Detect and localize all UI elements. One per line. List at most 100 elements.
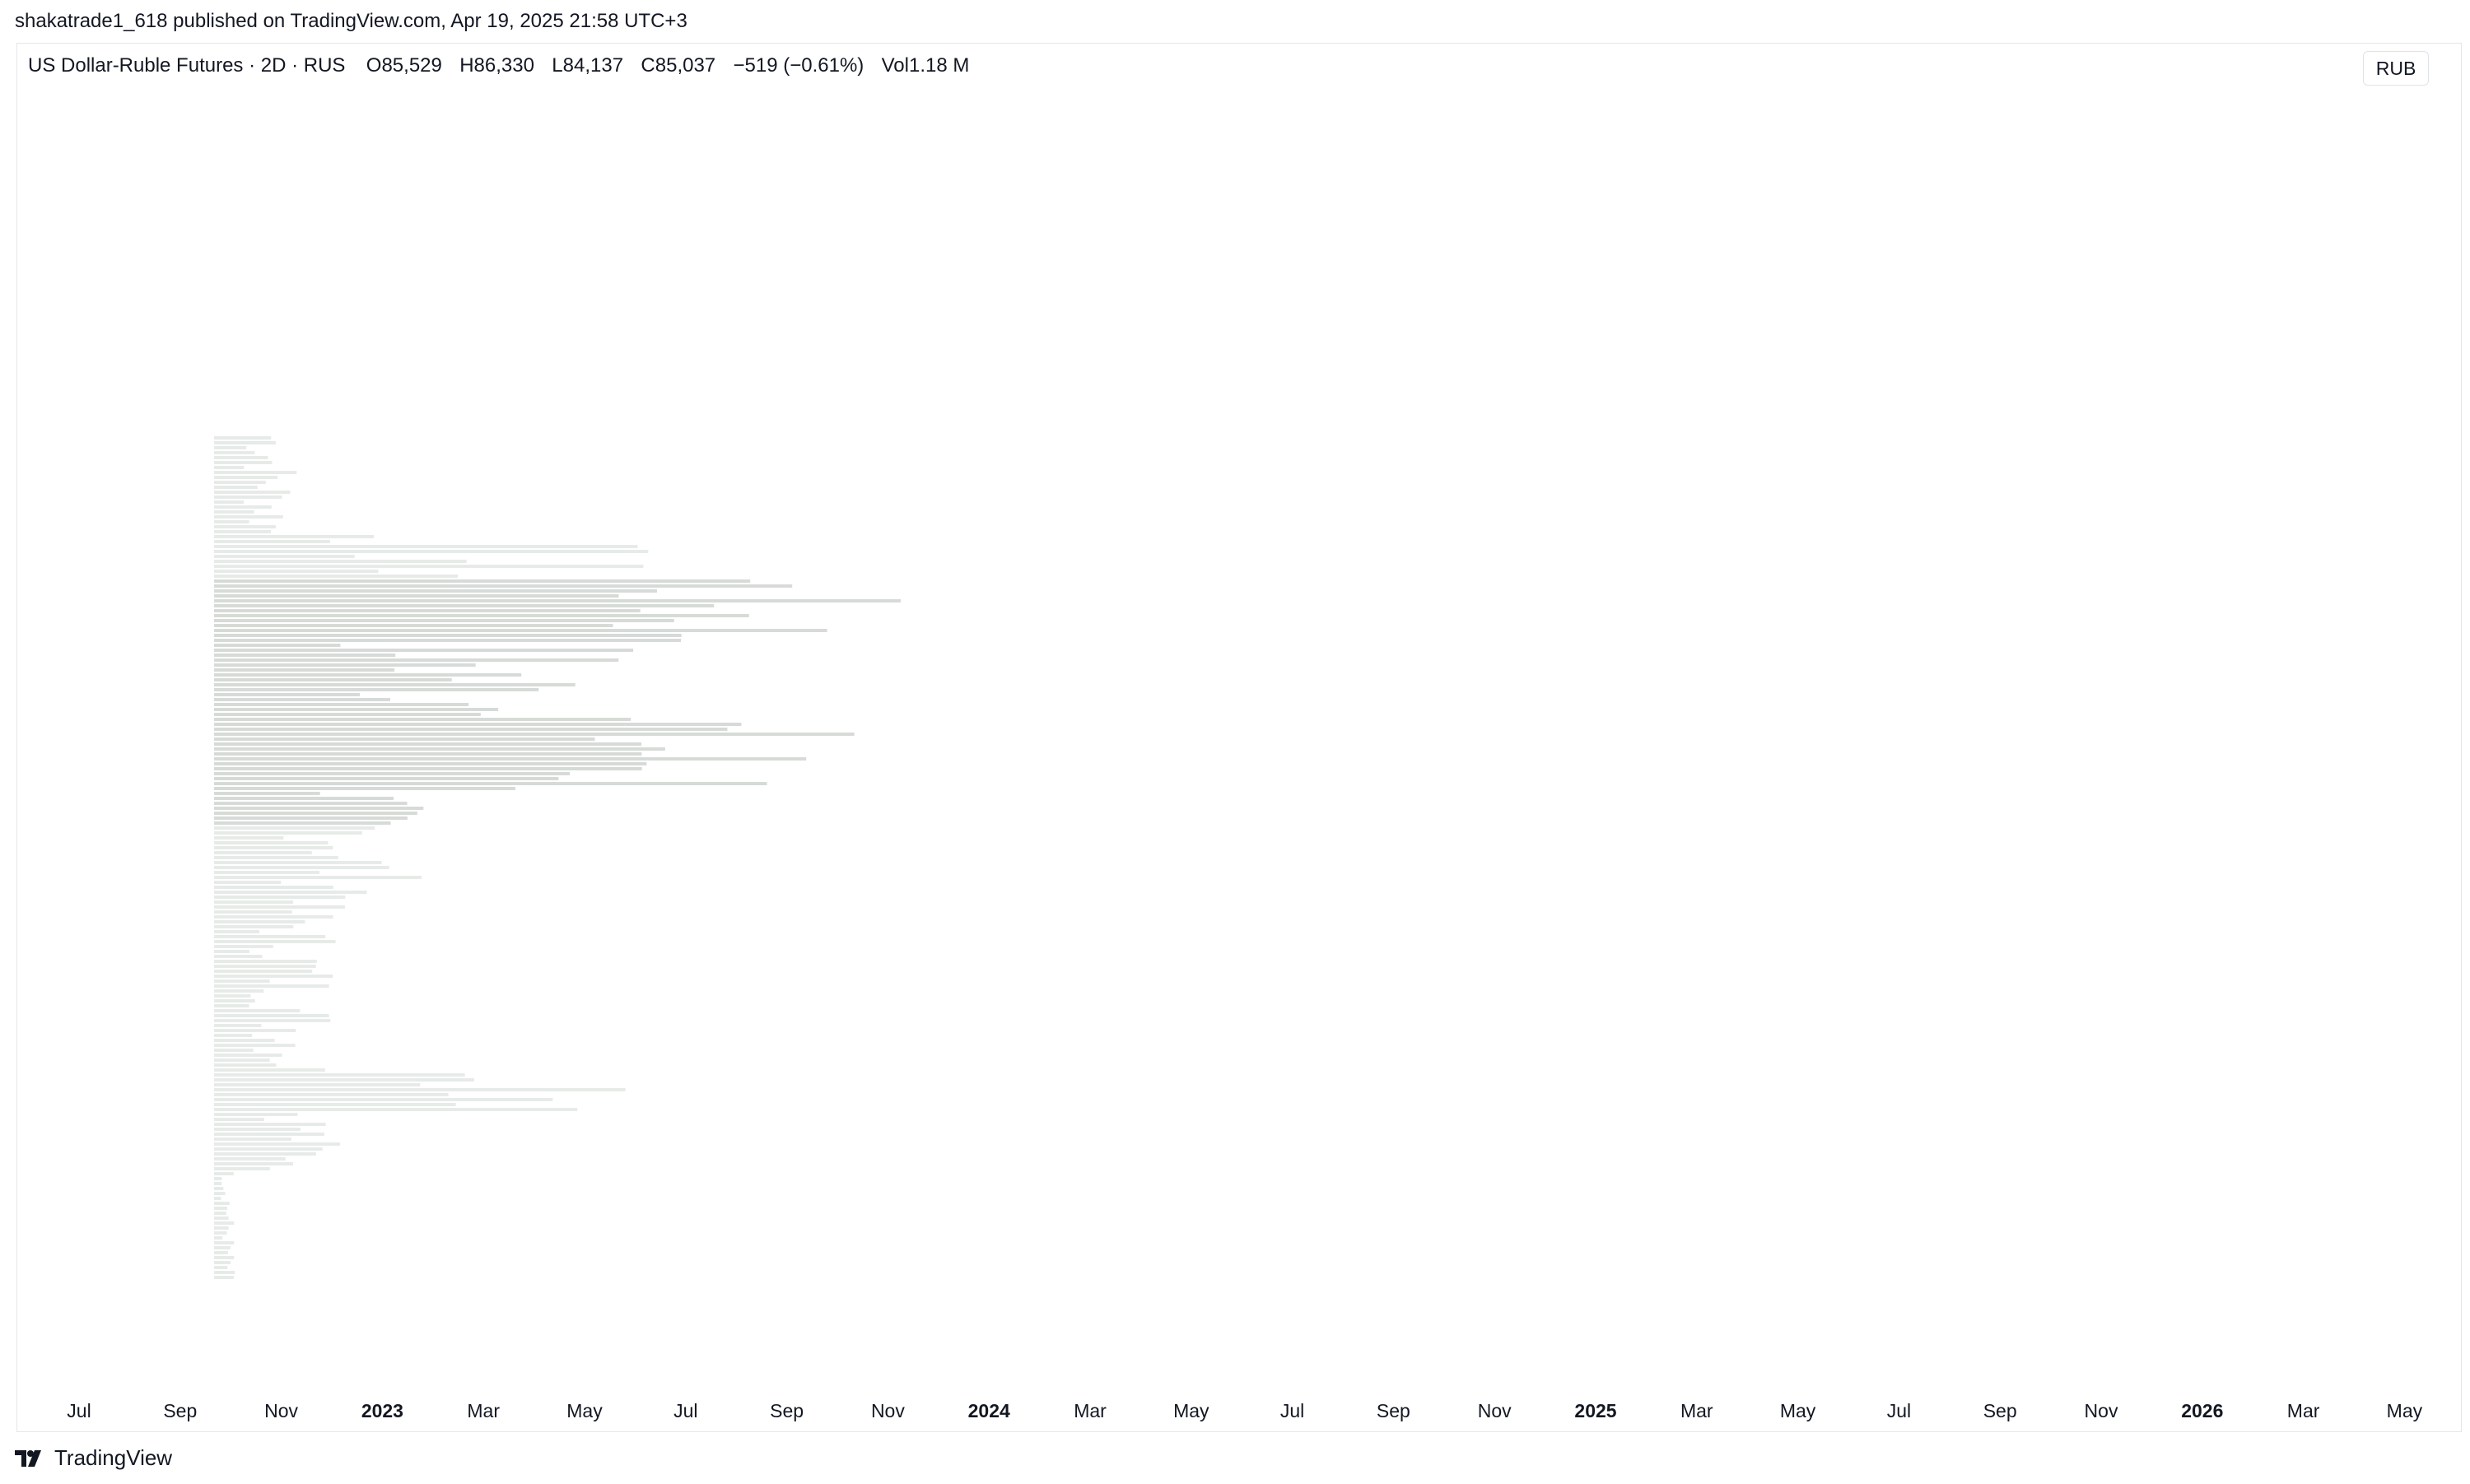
volume-profile-bar (214, 1019, 331, 1022)
volume-profile-bar (214, 1202, 230, 1205)
volume-profile-bar (214, 757, 807, 761)
volume-profile-bar (214, 1221, 235, 1225)
volume-profile-bar (214, 994, 251, 998)
volume-profile-bar (214, 663, 476, 667)
x-tick-label: Sep (1983, 1400, 2017, 1421)
x-tick-label: Nov (2085, 1400, 2118, 1421)
x-tick-label: Sep (1377, 1400, 1410, 1421)
volume-profile-bar (214, 772, 571, 775)
volume-profile-bar (214, 1044, 296, 1047)
volume-profile-bar (214, 658, 619, 662)
volume-profile-bar (214, 945, 273, 948)
volume-profile-bar (214, 797, 394, 800)
volume-profile-bar (214, 989, 264, 993)
volume-profile-bar (214, 975, 333, 978)
volume-profile-bar (214, 900, 294, 904)
volume-profile-bar (214, 1226, 229, 1230)
volume-profile-bar (214, 634, 682, 637)
volume-profile-bar (214, 742, 642, 746)
volume-profile-bar (214, 476, 278, 479)
volume-profile-bar (214, 1142, 341, 1146)
currency-button[interactable]: RUB (2363, 51, 2429, 86)
volume-profile-bar (214, 481, 266, 484)
volume-profile-bar (214, 1108, 578, 1111)
volume-profile-bar (214, 782, 767, 785)
volume-profile-bar (214, 836, 284, 840)
volume-profile-bar (214, 787, 515, 790)
volume-profile-bar (214, 441, 276, 444)
x-tick-label: Jul (1887, 1400, 1911, 1421)
volume-profile-bar (214, 891, 367, 894)
volume-profile-bar (214, 486, 258, 489)
volume-profile-bar (214, 999, 255, 1003)
volume-profile-bar (214, 821, 391, 825)
volume-value: 1.18 M (909, 54, 970, 77)
volume-profile-bar (214, 1182, 222, 1185)
volume-profile-bar (214, 920, 305, 923)
volume-profile-bar (214, 876, 422, 879)
volume-profile-bar (214, 910, 292, 914)
volume-profile-bar (214, 713, 481, 716)
volume-profile-bar (214, 495, 282, 499)
volume-profile-bar (214, 1078, 474, 1082)
volume-profile-bar (214, 1103, 456, 1106)
volume-profile-bar (214, 1029, 296, 1032)
volume-profile-bar (214, 560, 467, 563)
volume-profile-bar (214, 693, 361, 696)
volume-profile-bar (214, 767, 642, 770)
volume-profile-bar (214, 1034, 253, 1037)
volume-profile-bar (214, 723, 742, 726)
volume-profile-bar (214, 644, 341, 647)
volume-profile-bar (214, 1236, 223, 1240)
volume-profile-bar (214, 940, 336, 943)
volume-profile-bar (214, 1133, 324, 1136)
volume-profile-bar (214, 673, 522, 677)
volume-profile-bar (214, 1014, 329, 1017)
volume-profile-bar (214, 1083, 421, 1086)
volume-profile-bar (214, 826, 375, 830)
volume-profile-bar (214, 575, 459, 578)
tradingview-brand[interactable]: TradingView (54, 1445, 173, 1470)
x-tick-label: May (2387, 1400, 2423, 1421)
volume-profile-bar (214, 466, 245, 469)
high-key: H (459, 54, 474, 77)
volume-profile-bar (214, 1039, 275, 1042)
volume-profile-bar (214, 866, 389, 869)
volume-profile-bar (214, 1024, 262, 1027)
volume-profile-bar (214, 1187, 224, 1190)
volume-profile-bar (214, 930, 260, 933)
volume-key: Vol (881, 54, 909, 77)
footer: TradingView (15, 1445, 172, 1471)
x-tick-label: Sep (770, 1400, 804, 1421)
volume-profile-bar (214, 668, 395, 672)
volume-profile-bar (214, 565, 644, 568)
volume-profile-bar (214, 1152, 316, 1156)
volume-profile-bar (214, 614, 749, 617)
x-tick-label: Nov (871, 1400, 905, 1421)
volume-profile-bar (214, 1063, 277, 1067)
chart-frame[interactable] (16, 43, 2462, 1432)
volume-profile-bar (214, 649, 634, 652)
volume-profile-bar (214, 728, 728, 731)
x-tick-label: Jul (673, 1400, 697, 1421)
volume-profile-bar (214, 436, 272, 440)
volume-profile-bar (214, 886, 333, 889)
volume-profile-bar (214, 905, 345, 909)
volume-profile-bar (214, 510, 254, 514)
close-value: 85,037 (655, 54, 716, 77)
volume-profile-bar (214, 1128, 301, 1131)
volume-profile-bar (214, 1113, 298, 1116)
volume-profile-bar (214, 619, 674, 622)
tradingview-logo-icon[interactable] (15, 1449, 46, 1468)
volume-profile-bar (214, 1256, 235, 1259)
volume-profile-bar (214, 629, 827, 632)
x-tick-label: Mar (1680, 1400, 1713, 1421)
x-tick-label: May (566, 1400, 603, 1421)
volume-profile-bar (214, 861, 382, 864)
x-tick-label: 2026 (2181, 1400, 2223, 1421)
volume-profile-bar (214, 950, 249, 953)
volume-profile-bar (214, 881, 282, 884)
symbol-name[interactable]: US Dollar-Ruble Futures · 2D · RUS (28, 54, 346, 77)
volume-profile-bar (214, 491, 291, 494)
